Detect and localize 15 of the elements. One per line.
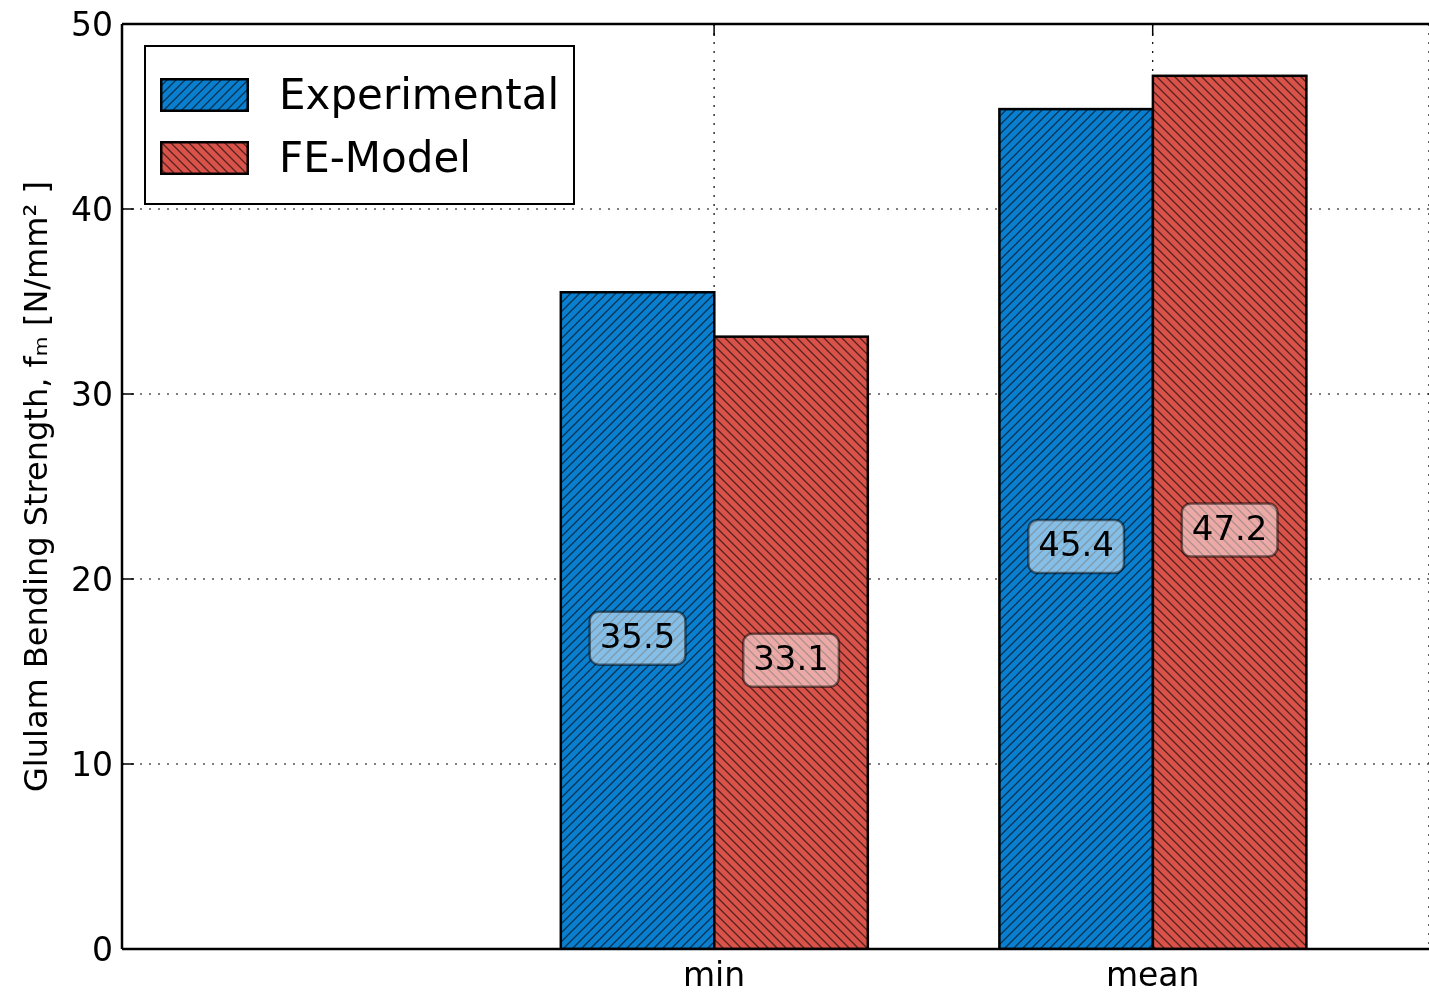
legend-label: FE-Model [279,132,471,184]
y-tick-label: 0 [92,929,113,969]
y-tick-label: 50 [71,4,113,44]
data-label: 35.5 [599,615,676,656]
y-tick-label: 20 [71,559,113,599]
legend-label: Experimental [279,69,560,121]
y-tick-label: 10 [71,744,113,784]
y-axis-title: Glulam Bending Strength, fₘ [N/mm² ] [17,181,55,792]
data-label: 33.1 [753,638,829,679]
data-label: 45.4 [1038,524,1114,565]
y-tick-label: 30 [71,374,113,414]
y-tick-label: 40 [71,189,113,229]
x-tick-label: min [682,955,746,995]
x-tick-label: mean [1105,955,1200,995]
data-label: 47.2 [1191,507,1268,548]
